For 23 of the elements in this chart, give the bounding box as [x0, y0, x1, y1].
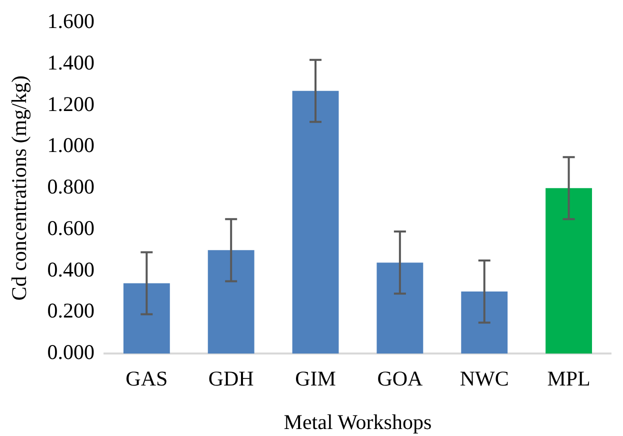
y-axis-title: Cd concentrations (mg/kg)	[7, 76, 32, 301]
y-tick-label: 0.800	[47, 174, 94, 199]
y-tick-label: 0.400	[47, 257, 94, 282]
bar	[461, 292, 508, 354]
x-axis-title: Metal Workshops	[284, 410, 432, 434]
bar	[292, 90, 339, 354]
x-tick-label: MPL	[547, 366, 590, 391]
bar	[376, 262, 424, 354]
x-tick-label: GDH	[208, 366, 254, 391]
x-tick-label: GAS	[126, 366, 168, 391]
y-tick-label: 0.200	[47, 298, 94, 323]
x-tick-label: GOA	[377, 366, 424, 391]
x-tick-label: GIM	[295, 366, 336, 391]
x-tick-label: NWC	[460, 366, 509, 391]
y-tick-label: 1.400	[47, 50, 94, 74]
y-tick-label: 1.000	[47, 133, 94, 158]
bar	[546, 188, 592, 354]
y-tick-label: 1.200	[47, 92, 94, 116]
bar	[208, 250, 254, 354]
y-tick-label: 1.600	[47, 9, 94, 34]
y-tick-label: 0.000	[47, 340, 94, 364]
bar	[123, 283, 170, 354]
y-tick-label: 0.600	[47, 216, 94, 240]
